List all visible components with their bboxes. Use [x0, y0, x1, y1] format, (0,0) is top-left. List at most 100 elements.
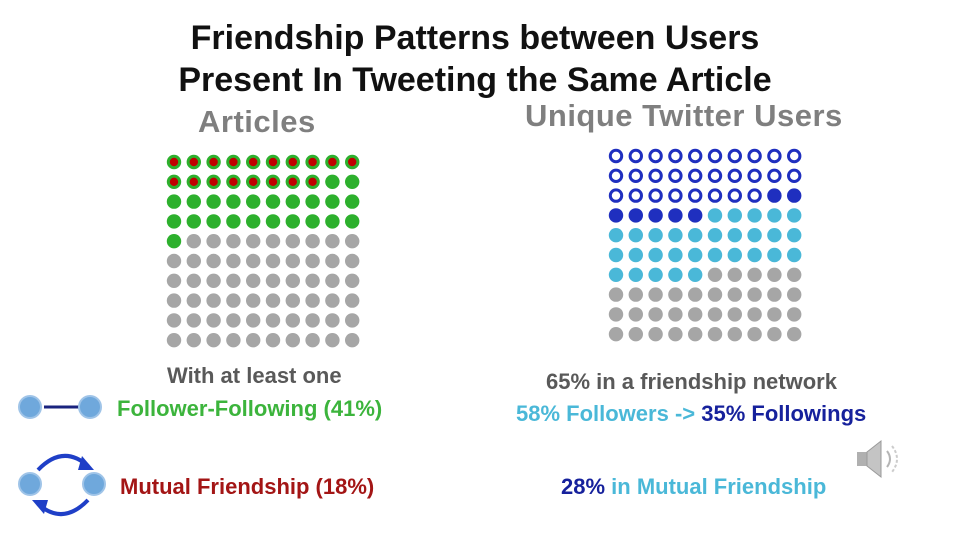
dot-green	[265, 194, 281, 209]
dot-mutual	[727, 188, 743, 203]
dot-follower	[628, 247, 643, 263]
dot-green	[305, 194, 320, 209]
arrow-top-head	[78, 456, 94, 470]
dot-mutual	[707, 148, 723, 164]
node-left	[18, 395, 42, 419]
dot-grey	[226, 333, 241, 348]
dot-follower	[668, 247, 683, 263]
dot-mutual	[707, 168, 723, 183]
dot-follower-following	[226, 174, 241, 189]
dot-grey	[747, 307, 762, 322]
dot-grey	[767, 307, 782, 322]
dot-follower	[787, 247, 802, 263]
dot-grey	[325, 253, 340, 269]
caption-at-least-one: With at least one	[167, 363, 342, 388]
dot-green	[186, 214, 201, 229]
dot-follower-following	[325, 154, 340, 170]
dot-grey	[727, 287, 742, 302]
dot-following	[648, 208, 663, 223]
dot-green	[285, 214, 300, 229]
node-right	[82, 472, 106, 496]
dot-grey	[707, 267, 723, 282]
dot-follower-following	[246, 174, 261, 189]
dot-grey	[246, 253, 261, 269]
dot-grey	[265, 313, 281, 328]
dot-grey	[345, 234, 360, 249]
dot-grey	[707, 327, 723, 342]
dot-follower	[727, 247, 742, 263]
dot-follower-following	[166, 174, 182, 189]
dot-grey	[628, 287, 643, 302]
caption-mutual-friendship: Mutual Friendship (18%)	[120, 474, 375, 499]
dot-green	[166, 194, 182, 209]
dot-mutual	[608, 188, 624, 203]
dot-grey	[305, 253, 320, 269]
dot-grey	[285, 333, 300, 348]
dot-grey	[767, 327, 782, 342]
dot-grey	[285, 253, 300, 269]
dot-grey	[305, 313, 320, 328]
dot-follower-following	[265, 174, 281, 189]
dot-follower-following	[226, 154, 241, 170]
dot-grey	[305, 293, 320, 308]
dot-grey	[285, 234, 300, 249]
dot-grey	[608, 307, 624, 322]
dot-mutual	[688, 148, 703, 164]
dot-follower	[648, 228, 663, 243]
mutual-label: in Mutual Friendship	[611, 474, 827, 499]
dot-green	[166, 234, 182, 249]
dot-mutual	[747, 188, 762, 203]
articles-heading: Articles	[198, 104, 316, 139]
dot-grey	[226, 293, 241, 308]
dot-mutual	[747, 168, 762, 183]
dot-follower	[628, 228, 643, 243]
dot-follower	[707, 208, 723, 223]
dot-grey	[246, 234, 261, 249]
dot-follower	[688, 228, 703, 243]
dot-mutual	[628, 168, 643, 183]
dot-mutual	[787, 148, 802, 164]
dot-grey	[345, 313, 360, 328]
dot-grey	[767, 287, 782, 302]
dot-green	[206, 194, 221, 209]
dot-green	[345, 214, 360, 229]
dot-green	[186, 194, 201, 209]
dot-grey	[206, 273, 221, 288]
dot-grey	[186, 234, 201, 249]
dot-grey	[186, 333, 201, 348]
title-line-2: Present In Tweeting the Same Article	[178, 61, 772, 99]
dot-follower	[767, 208, 782, 223]
dot-mutual	[767, 148, 782, 164]
dot-following	[608, 208, 624, 223]
dot-follower-following	[285, 154, 301, 170]
dot-follower	[727, 208, 742, 223]
dot-follower-following	[206, 174, 221, 189]
dot-grey	[648, 287, 663, 302]
dot-grey	[305, 234, 320, 249]
dot-follower	[688, 267, 703, 282]
dot-grey	[246, 313, 261, 328]
dot-grey	[628, 307, 643, 322]
dot-mutual	[767, 168, 782, 183]
dot-green	[246, 194, 261, 209]
dot-grey	[226, 253, 241, 269]
dot-grey	[206, 234, 221, 249]
dot-follower	[648, 267, 663, 282]
dot-grey	[747, 287, 762, 302]
dot-grey	[688, 327, 703, 342]
dot-follower	[668, 267, 683, 282]
dot-grey	[668, 327, 683, 342]
dot-mutual	[668, 188, 683, 203]
dot-follower-following	[305, 174, 320, 189]
dot-grey	[166, 333, 182, 348]
dot-grey	[206, 293, 221, 308]
caption-users-mutual: 28% in Mutual Friendship	[561, 474, 826, 500]
users-dot-grid	[608, 148, 802, 342]
dot-follower-following	[186, 154, 201, 170]
dot-grey	[787, 287, 802, 302]
dot-follower	[688, 247, 703, 263]
speaker-icon[interactable]	[855, 438, 905, 482]
dot-grey	[325, 293, 340, 308]
dot-grey	[688, 307, 703, 322]
dot-grey	[246, 273, 261, 288]
